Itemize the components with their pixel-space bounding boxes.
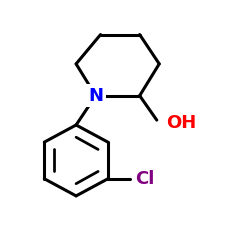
Text: Cl: Cl: [135, 170, 154, 188]
Text: N: N: [88, 87, 103, 105]
Text: OH: OH: [166, 114, 197, 132]
